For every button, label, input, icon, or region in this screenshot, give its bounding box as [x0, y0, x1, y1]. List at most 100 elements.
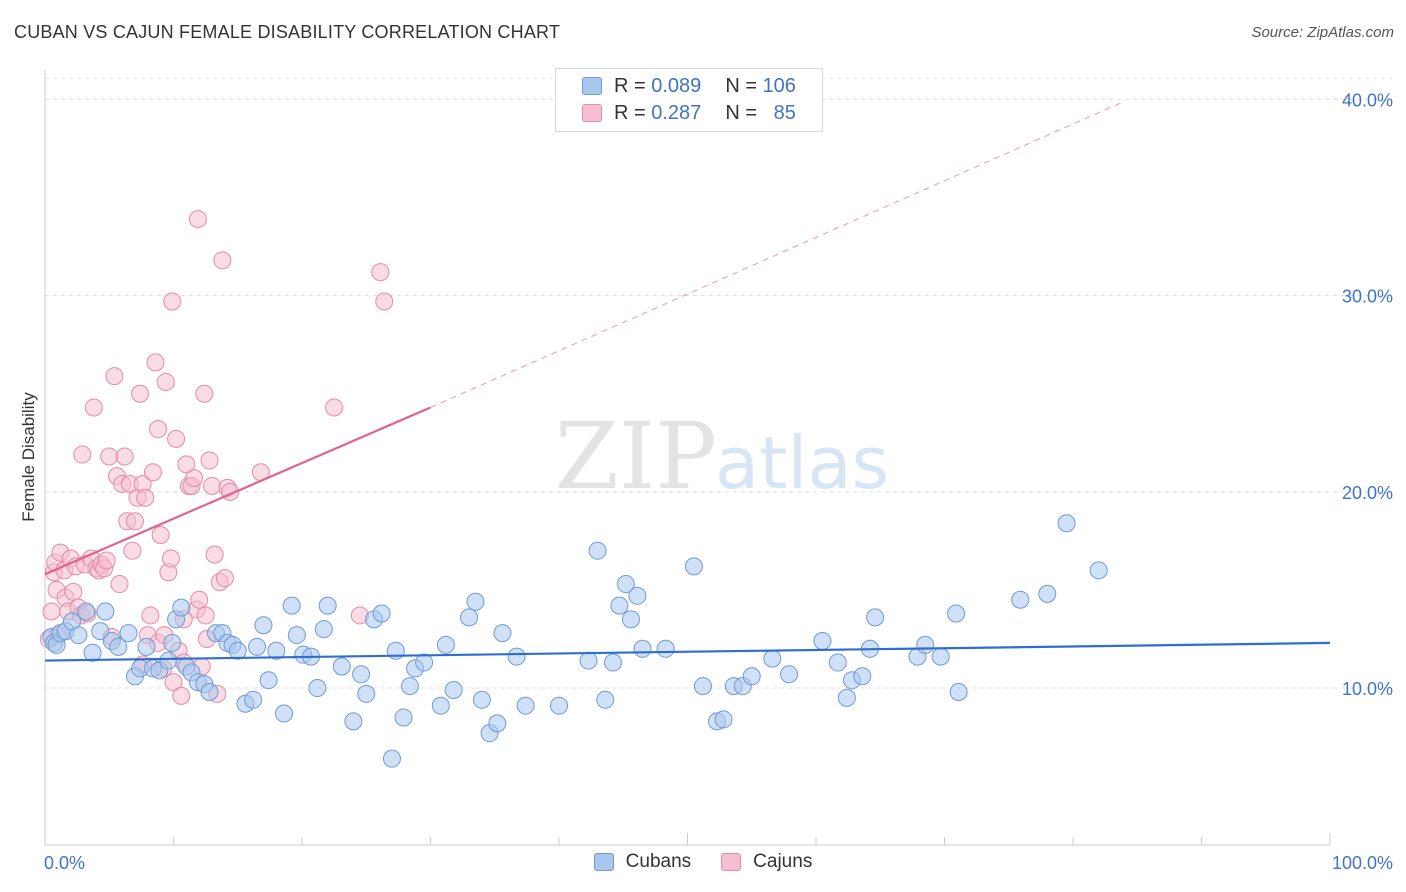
- cajuns-point: [149, 420, 168, 439]
- chart-title: CUBAN VS CAJUN FEMALE DISABILITY CORRELA…: [14, 22, 561, 42]
- legend-n-label: N =: [725, 74, 757, 97]
- cubans-point: [949, 682, 968, 701]
- cubans-point: [507, 647, 526, 666]
- cubans-point: [916, 635, 935, 654]
- legend-swatch-cajuns: [582, 104, 602, 122]
- cubans-point: [200, 682, 219, 701]
- cubans-point: [516, 696, 535, 715]
- cajuns-point: [84, 398, 103, 417]
- legend-swatch-cubans: [582, 77, 602, 95]
- watermark: ZIP atlas: [555, 403, 889, 510]
- cajuns-point: [131, 384, 150, 403]
- cubans-point: [394, 708, 413, 727]
- cubans-point: [472, 690, 491, 709]
- cubans-point: [828, 653, 847, 672]
- cubans-point: [610, 596, 629, 615]
- cubans-point: [415, 653, 434, 672]
- y-axis-label: Female Disability: [19, 392, 38, 522]
- cajuns-point: [110, 575, 129, 594]
- cubans-points: [42, 514, 1108, 768]
- cubans-point: [109, 637, 128, 656]
- cajuns-point: [161, 549, 180, 568]
- cubans-point: [684, 557, 703, 576]
- cubans-point: [382, 749, 401, 768]
- cubans-point: [228, 641, 247, 660]
- cajuns-trend-line: [44, 406, 431, 576]
- cubans-point: [628, 586, 647, 605]
- cajuns-point: [375, 292, 394, 311]
- cubans-point: [372, 604, 391, 623]
- cajuns-point: [325, 398, 344, 417]
- cubans-point: [352, 665, 371, 684]
- legend-label-cubans: Cubans: [625, 851, 692, 872]
- cubans-point: [83, 643, 102, 662]
- cubans-trend-line: [44, 641, 1331, 662]
- cubans-point: [172, 598, 191, 617]
- y-tick-label: 20.0%: [1342, 483, 1393, 503]
- cajuns-point: [143, 463, 162, 482]
- cubans-point: [947, 604, 966, 623]
- cubans-point: [69, 626, 88, 645]
- legend-r-value: 0.287: [651, 101, 702, 124]
- legend-item-cubans: Cubans: [593, 851, 692, 873]
- cubans-point: [137, 637, 156, 656]
- cubans-point: [332, 657, 351, 676]
- cubans-point: [1038, 584, 1057, 603]
- cubans-point: [77, 602, 96, 621]
- cubans-point: [853, 667, 872, 686]
- cubans-point: [259, 671, 278, 690]
- cubans-point: [163, 633, 182, 652]
- legend-r-label: R =: [614, 101, 646, 124]
- cajuns-point: [100, 447, 119, 466]
- series-legend: Cubans Cajuns: [0, 851, 1406, 873]
- grid-lines: [45, 77, 1392, 689]
- cajuns-point: [185, 469, 204, 488]
- cubans-point: [460, 608, 479, 627]
- y-tick-label: 30.0%: [1342, 287, 1393, 307]
- cajuns-point: [141, 606, 160, 625]
- cubans-point: [308, 679, 327, 698]
- cajuns-point: [163, 292, 182, 311]
- cajuns-point: [123, 541, 142, 560]
- cajuns-point: [125, 512, 144, 531]
- legend-row-cubans: R = 0.089 N = 106: [582, 74, 796, 98]
- cubans-point: [1011, 590, 1030, 609]
- cubans-point: [1057, 514, 1076, 533]
- cubans-point: [1089, 561, 1108, 580]
- cajuns-point: [205, 545, 224, 564]
- cajuns-point: [164, 673, 183, 692]
- cubans-point: [621, 610, 640, 629]
- cubans-point: [254, 616, 273, 635]
- cubans-point: [493, 624, 512, 643]
- cajuns-point: [215, 569, 234, 588]
- cubans-point: [344, 712, 363, 731]
- legend-r-value: 0.089: [651, 74, 702, 97]
- cajuns-point: [64, 582, 83, 601]
- cubans-point: [318, 596, 337, 615]
- cajuns-point: [115, 447, 134, 466]
- cubans-point: [616, 575, 635, 594]
- cajuns-point: [190, 590, 209, 609]
- cubans-point: [579, 651, 598, 670]
- cubans-point: [287, 626, 306, 645]
- cubans-point: [656, 639, 675, 658]
- cubans-point: [267, 641, 286, 660]
- cajuns-point: [146, 353, 165, 372]
- cubans-point: [603, 653, 622, 672]
- cajuns-point: [136, 488, 155, 507]
- cubans-point: [550, 696, 568, 715]
- cubans-point: [633, 639, 652, 658]
- legend-r-label: R =: [614, 74, 646, 97]
- legend-n-label: N =: [725, 101, 757, 124]
- cubans-point: [931, 647, 950, 666]
- x-tick-label-min: 0.0%: [44, 853, 85, 873]
- cajuns-point: [200, 451, 219, 470]
- cubans-point: [275, 704, 294, 723]
- cubans-point: [780, 665, 799, 684]
- trend-lines: [44, 100, 1331, 662]
- cubans-point: [436, 635, 455, 654]
- y-tick-label: 40.0%: [1342, 90, 1393, 110]
- cubans-point: [466, 592, 485, 611]
- tick-labels: 10.0% 20.0% 30.0% 40.0% 0.0% 100.0%: [44, 90, 1393, 873]
